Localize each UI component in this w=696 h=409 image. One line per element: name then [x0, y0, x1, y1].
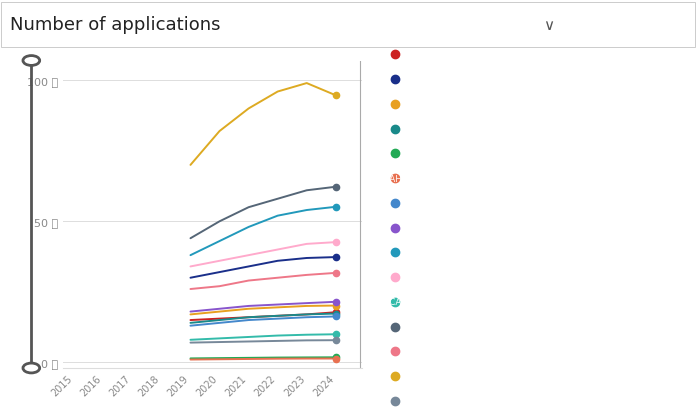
Text: 42,620: 42,620 — [659, 273, 693, 282]
Text: (CAH06) agriculture, food and related studies: (CAH06) agriculture, food and related st… — [380, 174, 576, 183]
Text: 16,270: 16,270 — [659, 199, 693, 208]
Text: 62,250: 62,250 — [660, 322, 693, 331]
Text: (CAH01) medicine and dentistry: (CAH01) medicine and dentistry — [438, 51, 576, 60]
Text: 17,300: 17,300 — [660, 125, 693, 134]
Text: (CAH15) social sciences: (CAH15) social sciences — [473, 322, 576, 331]
Text: (CAH09) mathematical sciences: (CAH09) mathematical sciences — [438, 224, 576, 232]
Text: (CAH10) engineering and technology: (CAH10) engineering and technology — [416, 248, 576, 257]
Text: (CAH02) subjects allied to medicine: (CAH02) subjects allied to medicine — [422, 75, 576, 84]
Text: 55,140: 55,140 — [660, 248, 693, 257]
Text: (CAH07) physical sciences: (CAH07) physical sciences — [462, 199, 576, 208]
Text: (CAH05) veterinary sciences: (CAH05) veterinary sciences — [453, 149, 576, 158]
Text: Number of applications: Number of applications — [10, 16, 221, 34]
Text: (CAH19) language and area studies: (CAH19) language and area studies — [422, 396, 576, 405]
Text: (CAH11) computing: (CAH11) computing — [491, 273, 576, 282]
Text: 17,770: 17,770 — [659, 51, 693, 60]
Text: (CAH03) biological and sport sciences: (CAH03) biological and sport sciences — [413, 100, 576, 109]
Text: (CAH17) business and management: (CAH17) business and management — [420, 372, 576, 381]
Text: 21,470: 21,470 — [659, 224, 693, 232]
Text: 1,790: 1,790 — [665, 149, 693, 158]
Text: 1,360: 1,360 — [665, 174, 693, 183]
Text: 94,670: 94,670 — [659, 372, 693, 381]
Text: 7,860: 7,860 — [665, 396, 693, 405]
Text: 2024: 2024 — [395, 22, 432, 35]
Text: 37,320: 37,320 — [659, 75, 693, 84]
Text: 9,960: 9,960 — [665, 298, 693, 307]
Text: (CAH13) architecture, building and planning: (CAH13) architecture, building and plann… — [386, 298, 576, 307]
Text: 20,140: 20,140 — [660, 100, 693, 109]
Text: (CAH16) law: (CAH16) law — [523, 347, 576, 356]
Text: 31,720: 31,720 — [659, 347, 693, 356]
Text: (CAH04) psychology: (CAH04) psychology — [489, 125, 576, 134]
Text: ∨: ∨ — [543, 18, 554, 32]
